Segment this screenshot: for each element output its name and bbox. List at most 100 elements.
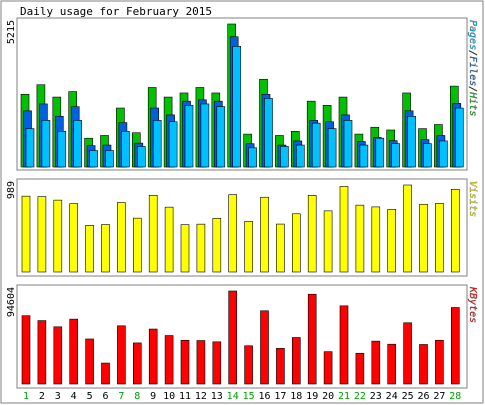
x-tick-label-day-3: 3 xyxy=(55,391,61,402)
x-tick-label-day-21: 21 xyxy=(338,391,350,402)
bar-kbytes-day-23 xyxy=(371,340,381,385)
chart-panels: 5215 Pages/Files/Hits 989 Visits 94604 KBytes xyxy=(6,17,478,389)
x-tick-label-day-1: 1 xyxy=(23,391,29,402)
x-tick-label-day-25: 25 xyxy=(402,391,414,402)
bar-visits-day-13 xyxy=(212,218,222,273)
x-tick-label-day-18: 18 xyxy=(290,391,302,402)
bar-kbytes-day-27 xyxy=(435,339,444,385)
bar-visits-day-28 xyxy=(450,189,460,273)
x-tick-label-day-7: 7 xyxy=(118,391,124,402)
bar-pages-day-25 xyxy=(407,115,416,168)
panel-side-label-hits: Pages/Files/Hits xyxy=(467,20,478,116)
x-axis-day-labels: 1 2 3 4 5 6 7 8 9 10 11 12 13 14 15 16 17 18 19 20 21 22 23 24 2… xyxy=(23,391,461,402)
x-tick-label-day-19: 19 xyxy=(306,391,318,402)
bar-pages-day-26 xyxy=(423,143,432,168)
bar-pages-day-4 xyxy=(73,120,82,168)
bar-kbytes-day-7 xyxy=(117,325,126,385)
x-tick-label-day-28: 28 xyxy=(449,391,461,402)
bar-visits-day-8 xyxy=(133,217,142,273)
bar-kbytes-day-22 xyxy=(355,352,365,385)
bar-pages-day-6 xyxy=(105,150,114,168)
bar-kbytes-day-15 xyxy=(244,345,253,385)
bar-visits-day-18 xyxy=(291,213,301,273)
bar-kbytes-day-16 xyxy=(260,310,269,385)
bar-visits-day-6 xyxy=(101,224,110,273)
panel-side-label-part: Files xyxy=(467,56,478,86)
bar-visits-day-14 xyxy=(228,194,237,273)
bar-visits-day-23 xyxy=(371,206,381,273)
bar-pages-day-14 xyxy=(232,46,241,168)
bar-pages-day-23 xyxy=(375,137,385,168)
bar-pages-day-3 xyxy=(57,131,67,168)
x-tick-label-day-27: 27 xyxy=(433,391,445,402)
x-tick-label-day-8: 8 xyxy=(134,391,140,402)
x-tick-label-day-11: 11 xyxy=(179,391,191,402)
bar-pages-day-11 xyxy=(184,105,194,168)
panel-side-label-part: KBytes xyxy=(467,286,478,323)
panel-max-label-hits: 5215 xyxy=(6,20,17,44)
x-tick-label-day-5: 5 xyxy=(87,391,93,402)
bar-pages-day-24 xyxy=(391,143,401,168)
x-tick-label-day-14: 14 xyxy=(227,391,239,402)
bar-kbytes-day-26 xyxy=(419,344,428,385)
bar-pages-day-1 xyxy=(25,128,35,168)
bar-kbytes-day-8 xyxy=(133,342,142,385)
bar-kbytes-day-6 xyxy=(101,362,110,385)
bar-pages-day-12 xyxy=(200,103,210,168)
bar-pages-day-17 xyxy=(280,146,289,168)
bar-pages-day-8 xyxy=(137,146,146,168)
x-tick-label-day-12: 12 xyxy=(195,391,207,402)
bar-pages-day-5 xyxy=(89,150,98,168)
bar-kbytes-day-14 xyxy=(228,290,237,385)
panel-side-label-part: Pages xyxy=(467,20,478,50)
x-tick-label-day-17: 17 xyxy=(274,391,286,402)
bar-visits-day-9 xyxy=(148,194,158,273)
bar-pages-day-18 xyxy=(295,144,305,168)
bar-visits-day-17 xyxy=(276,223,285,273)
panel-frame-kbytes xyxy=(16,284,468,389)
bar-pages-day-2 xyxy=(41,120,51,168)
x-tick-label-day-10: 10 xyxy=(163,391,175,402)
bar-kbytes-day-3 xyxy=(53,326,63,385)
panel-side-label-kbytes: KBytes xyxy=(467,286,478,323)
bar-kbytes-day-1 xyxy=(21,315,31,385)
x-tick-label-day-23: 23 xyxy=(370,391,382,402)
bar-kbytes-day-24 xyxy=(387,343,397,385)
x-tick-label-day-15: 15 xyxy=(243,391,255,402)
panel-kbytes: 94604 KBytes xyxy=(6,284,478,389)
panel-max-label-visits: 989 xyxy=(6,181,17,199)
x-tick-label-day-26: 26 xyxy=(417,391,429,402)
x-tick-label-day-20: 20 xyxy=(322,391,334,402)
bar-pages-day-13 xyxy=(216,106,226,168)
bar-visits-day-16 xyxy=(260,196,269,273)
x-tick-label-day-4: 4 xyxy=(71,391,77,402)
bar-visits-day-19 xyxy=(307,194,317,273)
bar-visits-day-10 xyxy=(164,206,174,273)
bar-kbytes-day-5 xyxy=(85,338,94,385)
bar-kbytes-day-12 xyxy=(196,340,206,385)
bar-kbytes-day-28 xyxy=(450,307,460,385)
panel-side-label-part: Visits xyxy=(467,181,478,217)
panel-hits: 5215 Pages/Files/Hits xyxy=(6,17,478,171)
bar-visits-day-22 xyxy=(355,204,365,273)
panel-max-label-kbytes: 94604 xyxy=(6,287,17,317)
bar-kbytes-day-21 xyxy=(339,305,349,385)
bar-pages-day-9 xyxy=(152,120,162,168)
panel-side-label-visits: Visits xyxy=(467,181,478,217)
x-tick-label-day-22: 22 xyxy=(354,391,366,402)
panel-visits: 989 Visits xyxy=(6,178,478,277)
bar-kbytes-day-10 xyxy=(164,335,174,385)
bar-pages-day-21 xyxy=(343,120,353,168)
panel-frame-visits xyxy=(16,178,468,277)
bar-pages-day-15 xyxy=(248,147,257,168)
bar-visits-day-12 xyxy=(196,223,206,273)
bar-visits-day-26 xyxy=(419,203,428,273)
x-tick-label-day-16: 16 xyxy=(258,391,270,402)
bar-visits-day-20 xyxy=(323,210,333,273)
bar-visits-day-15 xyxy=(244,221,253,273)
x-tick-label-day-24: 24 xyxy=(386,391,398,402)
panel-side-label-part: / xyxy=(467,50,478,56)
bar-kbytes-day-18 xyxy=(291,337,301,385)
bar-visits-day-3 xyxy=(53,199,63,273)
